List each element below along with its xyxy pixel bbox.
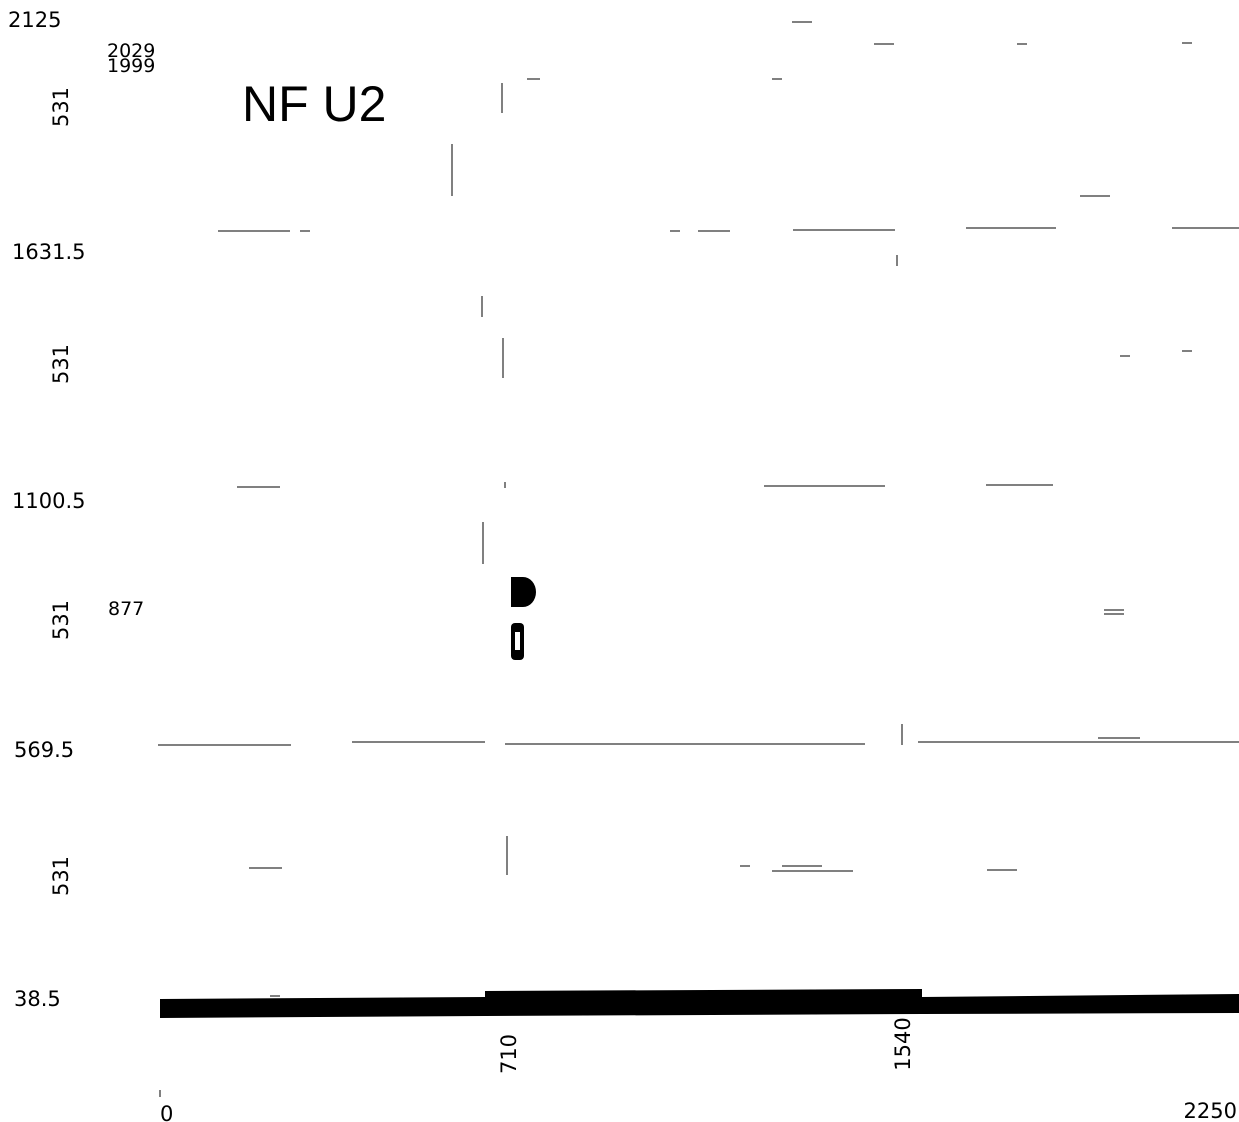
capsule-marker-inner <box>515 632 520 650</box>
level-label-2125: 2125 <box>8 8 61 32</box>
x-label-710: 710 <box>497 1034 521 1074</box>
span-label-1: 531 <box>49 87 73 127</box>
span-label-2: 531 <box>49 344 73 384</box>
drawing-title: NF U2 <box>242 76 386 132</box>
ground-band <box>160 989 1239 1018</box>
top-label-1999: 1999 <box>107 55 155 77</box>
span-label-3: 531 <box>49 600 73 640</box>
top-label-2029: 2029 <box>107 40 155 62</box>
x-label-1540: 1540 <box>891 1017 915 1070</box>
level-label-1100-5: 1100.5 <box>12 489 85 513</box>
x-label-0: 0 <box>160 1102 173 1122</box>
level-lines <box>158 21 1239 997</box>
round-marker <box>511 577 536 607</box>
level-label-38-5: 38.5 <box>14 987 61 1011</box>
span-label-4: 531 <box>49 856 73 896</box>
level-label-1631-5: 1631.5 <box>12 240 85 264</box>
vertical-ticks <box>159 83 903 1097</box>
point-label-877: 877 <box>108 598 144 620</box>
x-label-2250: 2250 <box>1184 1099 1237 1122</box>
level-label-569-5: 569.5 <box>14 738 74 762</box>
